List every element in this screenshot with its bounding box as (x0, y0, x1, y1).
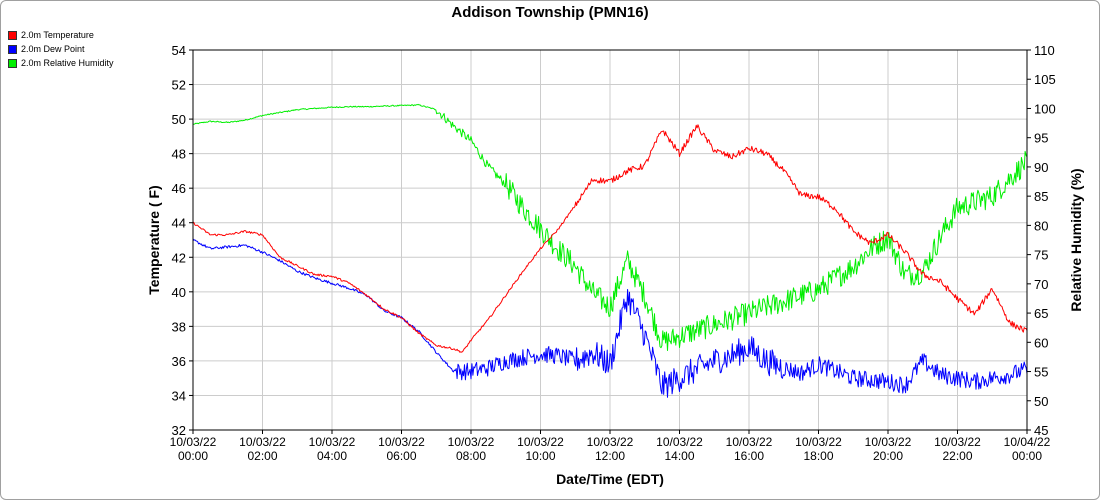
tick-label-y-right: 85 (1034, 189, 1048, 204)
tick-label-y-right: 90 (1034, 160, 1048, 175)
tick-label-x-date: 10/03/22 (587, 435, 634, 449)
tick-label-y-right: 55 (1034, 365, 1048, 380)
tick-label-y-right: 75 (1034, 248, 1048, 263)
tick-label-x-time: 18:00 (803, 449, 833, 463)
tick-label-y-right: 110 (1034, 43, 1055, 58)
legend-swatch-dew-point (8, 44, 17, 54)
tick-label-y-right: 70 (1034, 277, 1048, 292)
tick-label-x-date: 10/03/22 (656, 435, 703, 449)
tick-label-y-left: 54 (172, 43, 186, 58)
tick-label-y-left: 32 (172, 423, 186, 438)
legend-item-temperature: 2.0m Temperature (8, 28, 114, 42)
tick-label-y-left: 38 (172, 319, 186, 334)
legend-swatch-relative-humidity (8, 58, 17, 68)
tick-label-y-left: 36 (172, 354, 186, 369)
x-axis-label: Date/Time (EDT) (556, 471, 664, 487)
tick-label-x-time: 00:00 (178, 449, 208, 463)
tick-label-y-left: 52 (172, 78, 186, 93)
tick-label-y-right: 80 (1034, 218, 1048, 233)
tick-label-y-right: 100 (1034, 101, 1056, 116)
tick-label-x-date: 10/03/22 (448, 435, 495, 449)
tick-label-x-time: 22:00 (942, 449, 972, 463)
tick-label-y-left: 46 (172, 181, 186, 196)
legend-label-dew-point: 2.0m Dew Point (21, 44, 85, 54)
tick-label-x-date: 10/04/22 (1004, 435, 1051, 449)
tick-label-x-date: 10/03/22 (378, 435, 425, 449)
legend-label-temperature: 2.0m Temperature (21, 30, 94, 40)
plot-border (192, 49, 1028, 431)
legend: 2.0m Temperature 2.0m Dew Point 2.0m Rel… (8, 28, 114, 70)
tick-label-y-right: 60 (1034, 335, 1048, 350)
tick-label-x-date: 10/03/22 (865, 435, 912, 449)
tick-label-x-date: 10/03/22 (934, 435, 981, 449)
tick-label-x-date: 10/03/22 (517, 435, 564, 449)
tick-label-x-date: 10/03/22 (239, 435, 286, 449)
tick-label-x-date: 10/03/22 (795, 435, 842, 449)
legend-item-dew-point: 2.0m Dew Point (8, 42, 114, 56)
tick-label-x-time: 16:00 (734, 449, 764, 463)
tick-label-x-time: 08:00 (456, 449, 486, 463)
legend-swatch-temperature (8, 30, 17, 40)
y-axis-label-right: Relative Humidity (%) (1068, 168, 1084, 311)
tick-label-x-time: 10:00 (525, 449, 555, 463)
tick-label-y-left: 50 (172, 112, 186, 127)
tick-label-y-left: 34 (172, 388, 186, 403)
legend-label-relative-humidity: 2.0m Relative Humidity (21, 58, 114, 68)
tick-label-y-right: 50 (1034, 394, 1048, 409)
y-axis-label-left: Temperature ( F) (146, 185, 162, 294)
tick-label-y-right: 105 (1034, 72, 1056, 87)
tick-label-y-right: 95 (1034, 131, 1048, 146)
tick-label-x-date: 10/03/22 (170, 435, 217, 449)
tick-label-x-date: 10/03/22 (726, 435, 773, 449)
tick-label-x-time: 14:00 (664, 449, 694, 463)
tick-label-x-time: 06:00 (386, 449, 416, 463)
tick-label-y-right: 45 (1034, 423, 1048, 438)
tick-label-y-left: 44 (172, 216, 186, 231)
series-line-temperature (192, 124, 1028, 353)
tick-label-x-time: 00:00 (1012, 449, 1042, 463)
tick-label-x-date: 10/03/22 (309, 435, 356, 449)
tick-label-y-left: 42 (172, 250, 186, 265)
tick-label-y-left: 40 (172, 285, 186, 300)
tick-label-x-time: 12:00 (595, 449, 625, 463)
tick-label-y-left: 48 (172, 147, 186, 162)
tick-label-x-time: 02:00 (247, 449, 277, 463)
legend-item-relative-humidity: 2.0m Relative Humidity (8, 56, 114, 70)
tick-label-x-time: 04:00 (317, 449, 347, 463)
series-line-dew-point (192, 238, 1028, 398)
tick-label-y-right: 65 (1034, 306, 1048, 321)
tick-label-x-time: 20:00 (873, 449, 903, 463)
chart-title: Addison Township (PMN16) (451, 4, 649, 21)
